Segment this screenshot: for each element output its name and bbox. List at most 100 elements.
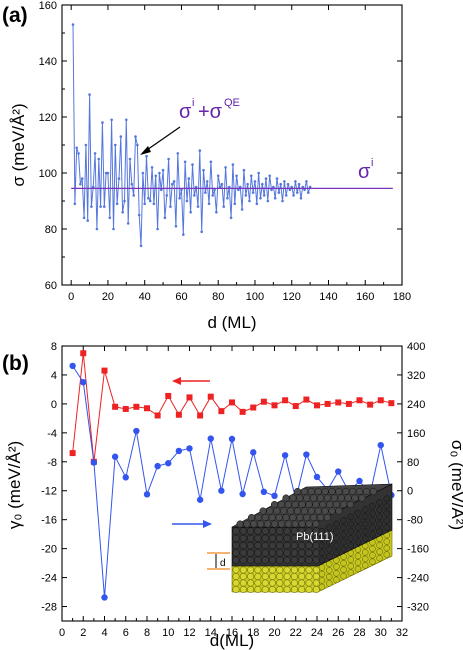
film-top-atom	[282, 494, 290, 502]
substrate-atom	[239, 579, 247, 587]
data-point-sigma-qe	[301, 185, 305, 189]
data-point-gamma0	[377, 397, 384, 404]
panel-b: (b) 0 2 4 6 8 10 12 14 16 18 20 22 24 26 28 30 32-28-24-…	[2, 341, 463, 650]
film-front-atom	[246, 549, 255, 557]
film-side-atom	[347, 513, 355, 521]
data-point-sigma-qe	[88, 93, 91, 96]
film-front-atom	[232, 556, 240, 564]
film-top-atom	[259, 507, 267, 515]
film-front-atom	[239, 549, 247, 557]
x-tick-label-a: 100	[246, 291, 264, 303]
substrate-side-atom	[369, 552, 376, 559]
substrate-side-atom	[333, 576, 340, 584]
data-point-sigma-qe	[125, 118, 128, 122]
y-tick-label-b-left: 4	[51, 370, 57, 382]
substrate-side-atom	[383, 538, 391, 545]
inset-label: Pb(111)	[296, 531, 334, 543]
data-point-sigma-qe	[196, 205, 200, 208]
y-tick-label-b-right: -240	[407, 573, 429, 585]
film-side-atom	[333, 527, 340, 535]
substrate-atom	[312, 573, 320, 580]
annotation-plus-sigma: +σ	[198, 101, 223, 123]
data-point-gamma0	[335, 399, 342, 406]
film-top-atom	[277, 520, 285, 528]
film-front-atom	[268, 549, 277, 557]
data-point-sigma0	[228, 435, 236, 443]
film-top-atom	[335, 487, 343, 496]
film-front-atom	[254, 527, 262, 535]
data-point-sigma-qe	[297, 182, 301, 186]
film-side-atom	[354, 524, 362, 531]
film-side-atom	[361, 513, 369, 521]
data-point-sigma0	[281, 452, 289, 459]
data-point-sigma-qe	[279, 182, 283, 186]
film-front-atom	[246, 556, 255, 564]
data-point-sigma-qe	[281, 199, 284, 203]
data-point-sigma0	[90, 459, 98, 466]
substrate-atom	[305, 566, 313, 574]
film-top-atom	[298, 500, 306, 509]
data-point-gamma0	[271, 402, 278, 409]
film-front-atom	[305, 541, 313, 550]
x-tick-label-b: 6	[123, 627, 129, 639]
data-point-sigma-qe	[222, 205, 226, 208]
film-side-atom	[361, 520, 369, 528]
film-top-atom	[344, 494, 352, 502]
data-point-sigma-qe	[113, 143, 117, 147]
substrate-side-atom	[347, 569, 355, 576]
data-point-sigma-qe	[251, 191, 255, 194]
data-point-sigma-qe	[169, 205, 172, 208]
y-tick-label-b-right: 240	[407, 399, 425, 411]
x-tick-label-b: 8	[144, 627, 150, 639]
data-point-sigma-qe	[290, 185, 294, 189]
data-point-sigma0	[335, 468, 342, 475]
data-point-sigma-qe	[248, 199, 251, 203]
data-point-sigma-qe	[156, 227, 159, 231]
y-tick-label-b-right: 160	[407, 428, 425, 440]
panel-a-label: (a)	[2, 4, 28, 27]
substrate-side-atom	[354, 559, 362, 566]
film-front-atom	[232, 534, 240, 542]
data-point-sigma-qe	[183, 160, 187, 164]
data-point-sigma-qe	[226, 196, 229, 200]
film-side-atom	[361, 506, 369, 513]
x-tick-label-b: 22	[290, 627, 302, 639]
x-tick-label-b: 0	[59, 627, 65, 639]
data-point-sigma0	[250, 449, 257, 456]
data-point-sigma-qe	[121, 210, 124, 214]
data-point-sigma-qe	[172, 180, 176, 183]
data-point-sigma-qe	[84, 143, 88, 147]
film-front-atom	[268, 534, 277, 542]
substrate-atom	[298, 573, 306, 580]
film-top-atom	[305, 500, 313, 509]
data-point-sigma-qe	[75, 146, 79, 150]
y-tick-label-b-left: -24	[41, 573, 57, 585]
film-top-atom	[319, 500, 327, 509]
film-front-atom	[283, 534, 291, 542]
y-tick-label-a: 160	[39, 0, 57, 12]
data-point-sigma-qe	[235, 174, 238, 178]
film-front-atom	[283, 541, 291, 550]
film-side-atom	[354, 509, 362, 517]
film-front-atom	[283, 556, 291, 564]
film-side-atom	[361, 527, 369, 535]
data-point-sigma-qe	[106, 171, 110, 175]
y-tick-label-b-left: -28	[41, 602, 57, 614]
data-point-gamma0	[324, 400, 331, 407]
data-point-sigma-qe	[77, 152, 80, 155]
data-point-sigma0	[271, 492, 278, 500]
substrate-atom	[269, 566, 276, 574]
data-point-sigma-qe	[294, 180, 297, 183]
data-point-sigma-qe	[246, 182, 249, 186]
data-point-sigma-qe	[99, 205, 102, 208]
substrate-atom	[290, 573, 298, 580]
film-top-atom	[254, 513, 262, 522]
film-side-atom	[376, 499, 383, 506]
data-point-sigma-qe	[262, 194, 266, 197]
film-side-atom	[340, 538, 347, 546]
substrate-side-atom	[347, 556, 355, 563]
annotation-arrowhead	[140, 146, 151, 155]
substrate-atom	[312, 579, 320, 587]
annotation-arrow-line	[143, 126, 181, 153]
